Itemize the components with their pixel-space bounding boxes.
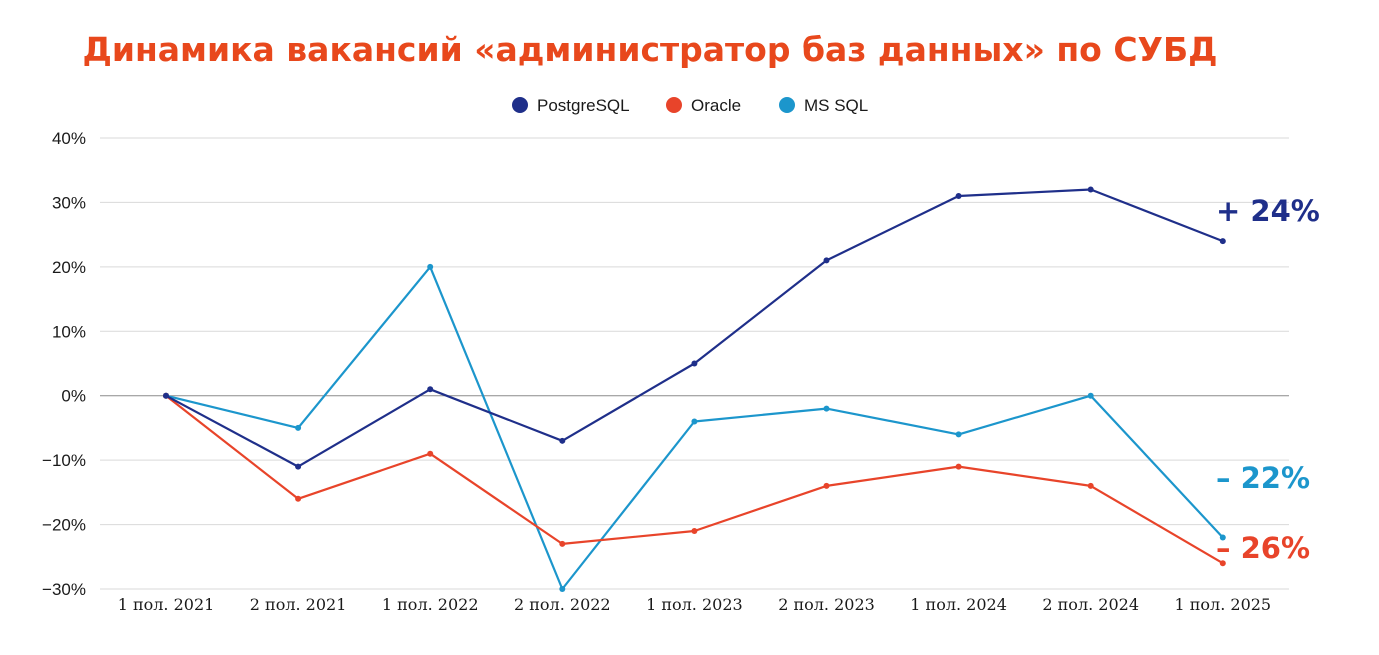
x-axis-tick-labels: 1 пол. 2021 2 пол. 2021 1 пол. 2022 2 пол. … (118, 595, 1271, 614)
legend-label: MS SQL (804, 96, 868, 115)
data-point-ms-sql (955, 431, 962, 438)
y-axis-tick-labels: −30% −20% −10% 0% 10% 20% 30% 40% (42, 129, 86, 599)
x-tick-label: 2 пол. 2024 (1042, 595, 1139, 614)
data-point-postgresql (559, 437, 566, 444)
legend-marker (779, 97, 795, 113)
y-tick-label: 30% (52, 193, 86, 212)
series-line-postgresql (164, 188, 1224, 468)
data-point-postgresql (295, 463, 302, 470)
chart-title: Динамика вакансий «администратор баз дан… (82, 30, 1218, 69)
series-postgresql (163, 186, 1226, 470)
data-point-postgresql (163, 392, 169, 399)
x-tick-label: 1 пол. 2022 (382, 595, 479, 614)
legend-label: Oracle (691, 96, 741, 115)
series-lines (163, 186, 1226, 592)
y-tick-label: 20% (52, 258, 86, 277)
legend: PostgreSQL Oracle MS SQL (512, 96, 868, 115)
data-point-postgresql (823, 257, 830, 264)
legend-item-postgresql: PostgreSQL (512, 96, 630, 115)
y-tick-label: −30% (42, 580, 86, 599)
end-label-ms-sql: – 22% (1216, 461, 1310, 495)
legend-marker (512, 97, 528, 113)
data-point-ms-sql (427, 263, 434, 270)
data-point-postgresql (1087, 186, 1094, 193)
y-tick-label: −20% (42, 516, 86, 535)
data-point-postgresql (1219, 238, 1226, 245)
x-tick-label: 1 пол. 2021 (118, 595, 215, 614)
data-point-postgresql (955, 192, 962, 199)
y-tick-label: 10% (52, 322, 86, 341)
data-point-oracle (295, 495, 302, 502)
end-label-oracle: – 26% (1216, 531, 1310, 565)
series-oracle (163, 392, 1226, 567)
data-point-ms-sql (559, 586, 566, 592)
legend-marker (666, 97, 682, 113)
y-tick-label: 0% (61, 387, 86, 406)
x-tick-label: 2 пол. 2022 (514, 595, 611, 614)
data-point-oracle (427, 450, 434, 457)
data-point-ms-sql (1219, 534, 1226, 541)
data-point-ms-sql (691, 418, 698, 425)
data-point-oracle (559, 540, 566, 547)
x-tick-label: 2 пол. 2023 (778, 595, 875, 614)
grid-lines (100, 137, 1289, 590)
legend-label: PostgreSQL (537, 96, 630, 115)
data-point-oracle (823, 482, 830, 489)
x-tick-label: 2 пол. 2021 (250, 595, 347, 614)
y-tick-label: −10% (42, 451, 86, 470)
data-point-postgresql (427, 386, 434, 393)
data-point-oracle (955, 463, 962, 470)
data-point-oracle (691, 528, 698, 535)
data-point-oracle (1219, 560, 1226, 567)
x-tick-label: 1 пол. 2025 (1174, 595, 1271, 614)
data-point-ms-sql (295, 424, 302, 431)
end-value-labels: + 24% – 26% – 22% (1216, 194, 1320, 565)
data-point-oracle (1087, 482, 1094, 489)
series-ms-sql (163, 263, 1226, 592)
data-point-ms-sql (1087, 392, 1094, 399)
x-tick-label: 1 пол. 2024 (910, 595, 1007, 614)
data-point-ms-sql (823, 405, 830, 412)
y-tick-label: 40% (52, 129, 86, 148)
x-tick-label: 1 пол. 2023 (646, 595, 743, 614)
legend-item-oracle: Oracle (666, 96, 741, 115)
series-line-ms-sql (164, 265, 1224, 591)
data-point-postgresql (691, 360, 698, 367)
legend-item-ms-sql: MS SQL (779, 96, 868, 115)
end-label-postgresql: + 24% (1216, 194, 1320, 228)
